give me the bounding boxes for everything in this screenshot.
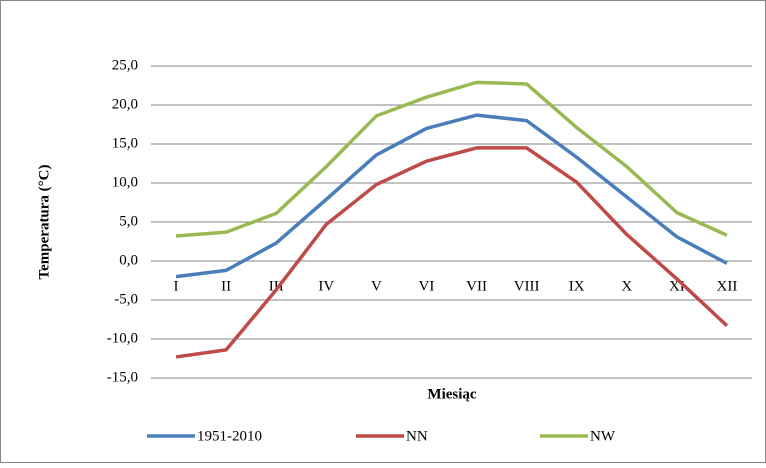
legend-label: NW: [590, 428, 616, 444]
y-tick-label: -10,0: [107, 330, 138, 346]
x-tick-label: IX: [569, 278, 585, 294]
x-tick-label: X: [621, 278, 632, 294]
y-tick-label: 10,0: [112, 174, 138, 190]
legend-label: NN: [406, 428, 428, 444]
x-tick-label: VII: [466, 278, 487, 294]
legend-label: 1951-2010: [197, 428, 262, 444]
y-tick-label: 15,0: [112, 135, 138, 151]
x-tick-label: V: [371, 278, 382, 294]
y-tick-label: 5,0: [119, 213, 138, 229]
series-line: [175, 113, 728, 279]
x-tick-label: IV: [318, 278, 334, 294]
y-tick-label: -15,0: [107, 369, 138, 385]
x-tick-label: I: [174, 278, 179, 294]
series-line: [175, 146, 729, 359]
x-tick-label: XII: [717, 278, 738, 294]
x-tick-label: VI: [419, 278, 435, 294]
y-tick-label: -5,0: [114, 291, 138, 307]
y-axis-title: Temperatura (°C): [36, 164, 52, 279]
series-line: [175, 80, 728, 238]
x-tick-label: II: [221, 278, 231, 294]
y-tick-label: 20,0: [112, 96, 138, 112]
y-tick-label: 25,0: [112, 57, 138, 73]
x-axis-title: Miesiąc: [427, 386, 476, 402]
y-tick-label: 0,0: [119, 252, 138, 268]
x-tick-label: VIII: [514, 278, 540, 294]
